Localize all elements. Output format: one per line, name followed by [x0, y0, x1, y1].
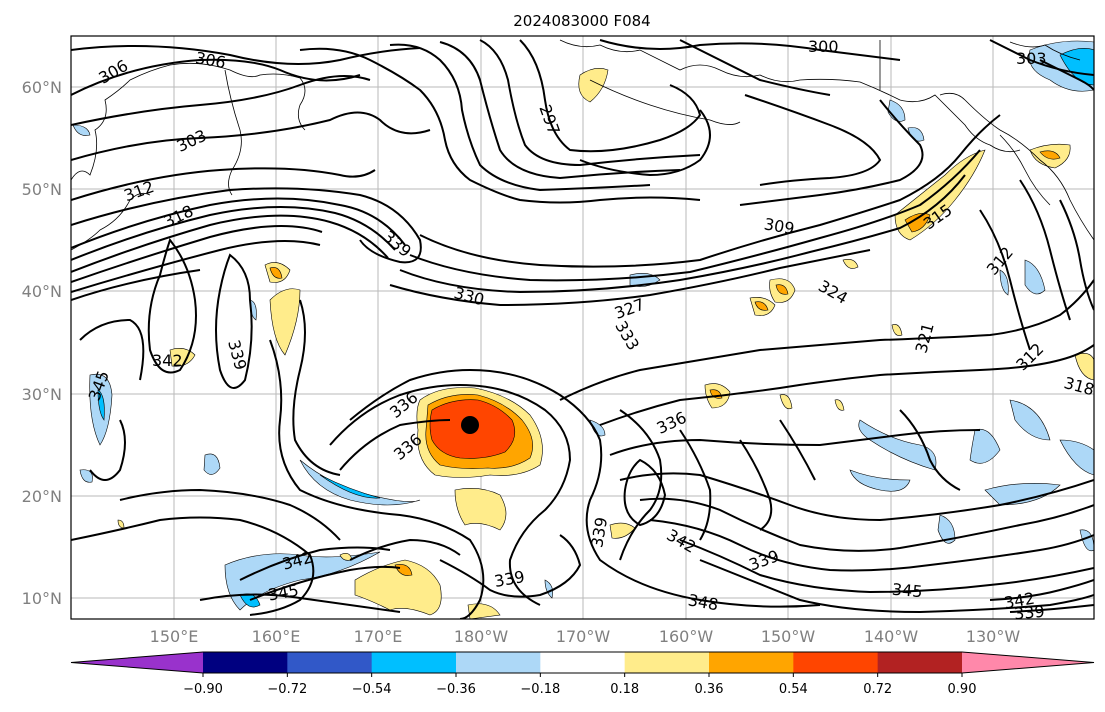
contour-label: 345: [891, 580, 923, 602]
colorbar-tick-label: −0.72: [267, 682, 307, 697]
colorbar-swatch: [540, 652, 626, 673]
colorbar-swatch: [203, 652, 288, 673]
colorbar: −0.90 −0.72 −0.54 −0.36 −0.18 0.18 0.36 0.54 0.7…: [70, 651, 1095, 697]
contour-label: 303: [1016, 49, 1047, 68]
lon-label: 140°W: [864, 627, 919, 646]
colorbar-tick-label: −0.54: [352, 682, 392, 697]
colorbar-extend-min: [71, 652, 203, 673]
lon-label: 150°W: [761, 627, 816, 646]
colorbar-tick-label: 0.36: [695, 682, 724, 697]
colorbar-tick-label: 0.90: [948, 682, 977, 697]
colorbar-swatch: [624, 652, 710, 673]
lon-label: 150°E: [150, 627, 199, 646]
longitude-labels: 150°E 160°E 170°E 180°W 170°W 160°W 150°…: [150, 627, 1021, 646]
colorbar-swatch: [371, 652, 457, 673]
coastlines: [71, 39, 1094, 251]
contour-label: 342: [152, 351, 183, 370]
colorbar-tick-label: −0.36: [436, 682, 476, 697]
lat-label: 10°N: [22, 589, 62, 608]
lon-label: 130°W: [966, 627, 1021, 646]
map-title: 2024083000 F084: [513, 12, 650, 30]
lat-label: 50°N: [22, 180, 62, 199]
colorbar-tick-label: −0.18: [520, 682, 560, 697]
map-border: [70, 35, 1095, 620]
lat-label: 40°N: [22, 282, 62, 301]
colorbar-tick-label: 0.72: [863, 682, 892, 697]
colorbar-tick-label: 0.18: [610, 682, 639, 697]
negative-shading: [72, 40, 1094, 611]
colorbar-tick-label: −0.90: [183, 682, 223, 697]
colorbar-swatch: [287, 652, 373, 673]
colorbar-extend-max: [962, 652, 1094, 673]
lon-label: 170°E: [354, 627, 403, 646]
colorbar-swatch: [709, 652, 794, 673]
storm-center-marker: [461, 416, 479, 434]
lon-label: 180°W: [454, 627, 509, 646]
contour-label: 300: [808, 37, 839, 56]
lat-label: 20°N: [22, 487, 62, 506]
latitude-labels: 60°N 50°N 40°N 30°N 20°N 10°N: [22, 78, 62, 608]
lon-label: 160°E: [252, 627, 301, 646]
lon-label: 170°W: [556, 627, 611, 646]
theta-e-contours: [71, 39, 1094, 619]
lon-label: 160°W: [659, 627, 714, 646]
lat-label: 30°N: [22, 385, 62, 404]
lat-label: 60°N: [22, 78, 62, 97]
colorbar-tick-label: 0.54: [779, 682, 808, 697]
colorbar-swatch: [877, 652, 963, 673]
contour-label: 339: [1013, 602, 1045, 624]
colorbar-swatch: [456, 652, 541, 673]
colorbar-swatch: [793, 652, 879, 673]
